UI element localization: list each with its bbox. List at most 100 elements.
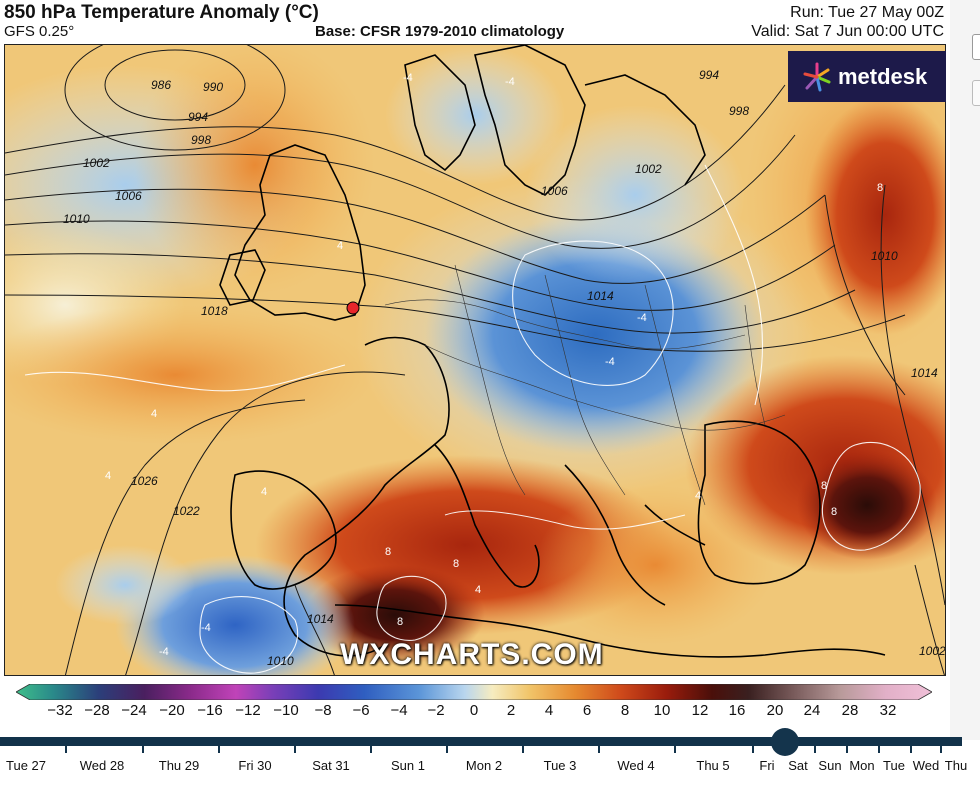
watermark: WXCHARTS.COM [340, 638, 604, 671]
timeline-day[interactable]: Mon [849, 758, 875, 773]
colorbar-tick: −2 [427, 702, 445, 719]
isobar-label: 1018 [201, 304, 228, 318]
anomaly-label: 8 [397, 616, 403, 628]
isobar-label: 1014 [307, 612, 334, 626]
timeline-day[interactable]: Fri [759, 758, 775, 773]
anomaly-contours [24, 164, 921, 674]
anomaly-label: 4 [475, 584, 481, 596]
isobar-label-group: 986 990 994 998 1002 1006 1010 1018 1026… [63, 68, 946, 668]
anomaly-label: 8 [821, 480, 827, 492]
coastlines [219, 45, 886, 658]
colorbar-tick: −24 [121, 702, 147, 719]
isobar-label: 1002 [919, 644, 946, 658]
timeline-slider-handle[interactable] [771, 728, 799, 756]
colorbar-tick: −16 [197, 702, 223, 719]
isobars [5, 45, 945, 675]
colorbar-tick: 24 [803, 702, 821, 719]
timeline-tick [218, 746, 220, 753]
climatology-base: Base: CFSR 1979-2010 climatology [315, 23, 565, 40]
anomaly-map[interactable]: 986 990 994 998 1002 1006 1010 1018 1026… [4, 44, 946, 676]
timeline-day[interactable]: Tue [883, 758, 905, 773]
colorbar-tick: 16 [728, 702, 746, 719]
colorbar-tick: 20 [766, 702, 784, 719]
model-label: GFS 0.25° [4, 23, 75, 40]
colorbar-tick: −4 [390, 702, 408, 719]
anomaly-label: -4 [505, 76, 515, 88]
timeline-tick [846, 746, 848, 753]
timeline-tick [142, 746, 144, 753]
anomaly-label: -4 [605, 356, 615, 368]
timeline-tick [294, 746, 296, 753]
anomaly-label: 4 [337, 240, 343, 252]
isobar-label: 1014 [587, 289, 614, 303]
timeline-tick [910, 746, 912, 753]
colorbar-tick: −32 [47, 702, 73, 719]
timeline-tick [598, 746, 600, 753]
anomaly-label: -4 [201, 622, 211, 634]
timeline-day[interactable]: Wed 28 [79, 758, 125, 773]
anomaly-label: -4 [403, 72, 413, 84]
timeline-day[interactable]: Sun [818, 758, 842, 773]
anomaly-label: 4 [105, 470, 111, 482]
timeline-tick [752, 746, 754, 753]
isobar-label: 1006 [541, 184, 568, 198]
timeline-day[interactable]: Wed 4 [617, 758, 655, 773]
timeline-track[interactable] [0, 737, 962, 746]
isobar-label: 1002 [83, 156, 110, 170]
isobar-label: 994 [188, 110, 208, 124]
timeline-tick [940, 746, 942, 753]
timeline-day[interactable]: Thu 29 [158, 758, 200, 773]
colorbar-tick: −10 [273, 702, 299, 719]
timeline-day[interactable]: Tue 3 [543, 758, 577, 773]
timeline-day[interactable]: Sat 31 [312, 758, 350, 773]
side-toggle-button-2[interactable] [972, 80, 980, 106]
colorbar-tick: 6 [582, 702, 592, 719]
timeline-tick [814, 746, 816, 753]
colorbar-tick: −12 [235, 702, 261, 719]
chart-title: 850 hPa Temperature Anomaly (°C) [4, 2, 319, 23]
chart-header: 850 hPa Temperature Anomaly (°C) GFS 0.2… [0, 0, 950, 44]
colorbar-tick: 0 [469, 702, 479, 719]
isobar-label: 1022 [173, 504, 200, 518]
isobar-label: 998 [729, 104, 749, 118]
isobar-label: 998 [191, 133, 211, 147]
side-panel [950, 0, 980, 740]
timeline-day[interactable]: Sun 1 [391, 758, 425, 773]
valid-time: Valid: Sat 7 Jun 00:00 UTC [751, 23, 944, 40]
timeline-day[interactable]: Sat [788, 758, 808, 773]
isobar-label: 1010 [63, 212, 90, 226]
timeline-tick [878, 746, 880, 753]
timeline-tick [446, 746, 448, 753]
isobar-label: 994 [699, 68, 719, 82]
colorbar-tick: 12 [691, 702, 709, 719]
run-time: Run: Tue 27 May 00Z [790, 4, 944, 21]
isobar-label: 990 [203, 80, 223, 94]
timeline-day[interactable]: Mon 2 [465, 758, 503, 773]
timeline-day[interactable]: Tue 27 [6, 758, 46, 773]
metdesk-logo-text: metdesk [838, 63, 928, 89]
colorbar-tick: −20 [159, 702, 185, 719]
isobar-label: 1026 [131, 474, 158, 488]
colorbar [16, 684, 932, 700]
anomaly-label: 4 [261, 486, 267, 498]
isobar-label: 1010 [267, 654, 294, 668]
isobar-label: 1002 [635, 162, 662, 176]
timeline-day[interactable]: Fri 30 [238, 758, 272, 773]
colorbar-tick: 2 [506, 702, 516, 719]
timeline-tick [65, 746, 67, 753]
colorbar-tick: −8 [314, 702, 332, 719]
timeline-day[interactable]: Thu 5 [696, 758, 730, 773]
timeline-day[interactable]: Thu [944, 758, 968, 773]
anomaly-label-group: -4 -4 4 4 -4 4 8 8 8 8 8 8 -4 -4 4 -4 4 … [105, 72, 883, 658]
anomaly-label: 4 [695, 490, 701, 502]
colorbar-tick: −6 [352, 702, 370, 719]
anomaly-label: -4 [637, 312, 647, 324]
location-marker[interactable] [346, 301, 360, 315]
timeline-day[interactable]: Wed [912, 758, 940, 773]
colorbar-tick: 8 [620, 702, 630, 719]
side-toggle-button[interactable] [972, 34, 980, 60]
anomaly-label: 8 [831, 506, 837, 518]
borders [384, 264, 786, 506]
metdesk-logo: metdesk [788, 51, 946, 102]
anomaly-label: 4 [151, 408, 157, 420]
